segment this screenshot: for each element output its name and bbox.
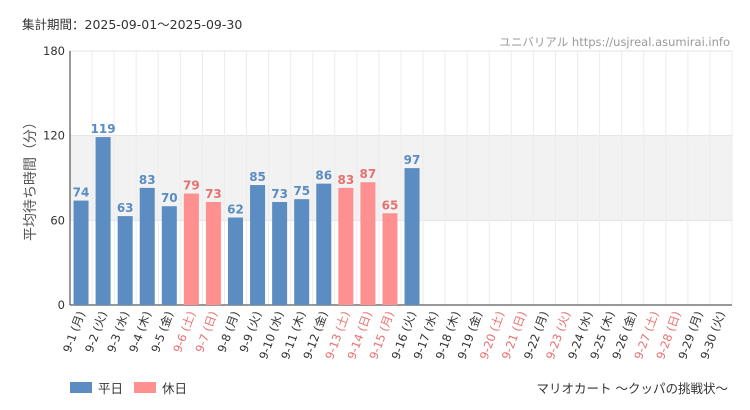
legend-holiday-label: 休日 — [162, 381, 188, 396]
bar-value-label: 63 — [117, 201, 134, 215]
collection-period: 集計期間：2025-09-01～2025-09-30 — [22, 17, 243, 32]
site-brand: ユニバリアル https://usjreal.asumirai.info — [499, 35, 730, 49]
bar-value-label: 62 — [227, 203, 244, 217]
bar-value-label: 74 — [73, 186, 90, 200]
legend-weekday-label: 平日 — [98, 381, 124, 396]
bar — [250, 185, 266, 305]
bar-value-label: 70 — [161, 191, 178, 205]
bar-value-label: 97 — [404, 153, 421, 167]
bar — [382, 213, 398, 305]
bar-value-label: 86 — [315, 169, 332, 183]
bar — [183, 193, 199, 305]
bar — [294, 199, 310, 305]
bar-value-label: 73 — [271, 187, 288, 201]
bar — [205, 201, 221, 305]
bar — [316, 183, 332, 305]
bar — [161, 206, 177, 305]
bar-value-label: 83 — [337, 173, 354, 187]
bar-value-label: 83 — [139, 173, 156, 187]
bar — [404, 168, 420, 305]
bar — [360, 182, 376, 305]
bar-value-label: 75 — [293, 184, 310, 198]
bar-value-label: 119 — [91, 122, 116, 136]
bar — [338, 187, 354, 305]
attraction-name: マリオカート ～クッパの挑戦状～ — [536, 381, 728, 396]
bar-value-label: 65 — [382, 198, 399, 212]
bar — [73, 200, 89, 305]
bar — [117, 216, 133, 305]
bar — [272, 201, 288, 305]
y-tick-label: 60 — [50, 213, 65, 227]
bar-value-label: 79 — [183, 179, 200, 193]
y-tick-label: 0 — [58, 298, 65, 312]
bar-value-label: 73 — [205, 187, 222, 201]
legend-weekday: 平日 — [70, 378, 123, 397]
legend-holiday-swatch — [134, 382, 156, 393]
legend-weekday-swatch — [70, 382, 92, 393]
y-tick-label: 180 — [43, 44, 65, 58]
bar — [95, 137, 111, 305]
bar — [139, 187, 155, 305]
bar — [227, 217, 244, 305]
bar-value-label: 85 — [249, 170, 266, 184]
legend-holiday: 休日 — [134, 378, 187, 397]
y-axis-label: 平均待ち時間（分） — [23, 115, 39, 241]
y-tick-label: 120 — [43, 129, 65, 143]
bar-value-label: 87 — [360, 167, 377, 181]
